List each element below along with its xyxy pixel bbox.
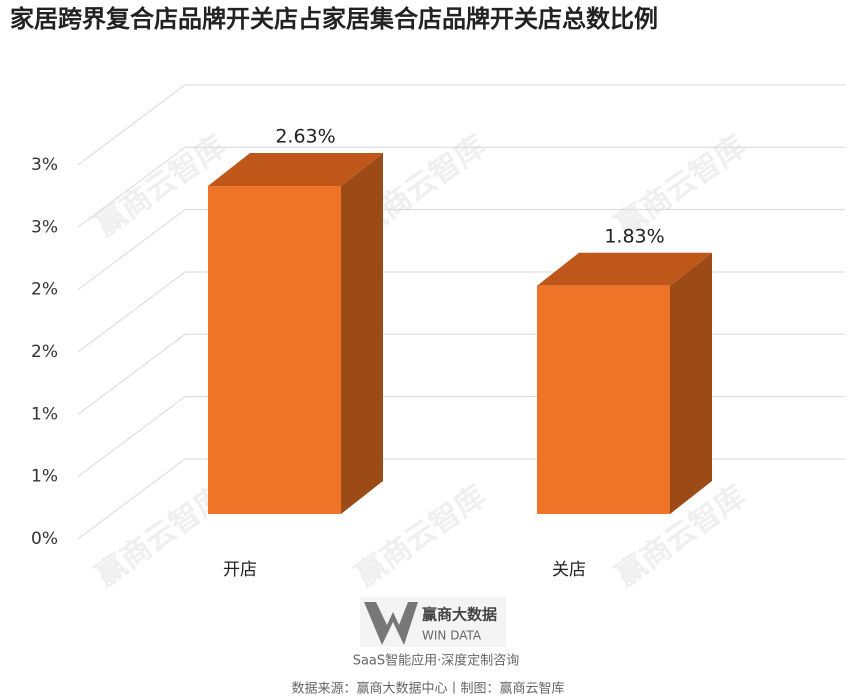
grid-line: [77, 396, 845, 478]
y-tick-label: 0%: [31, 529, 58, 549]
x-tick-label: 开店: [223, 560, 257, 580]
source: 数据来源：赢商大数据中心丨制图：赢商云智库: [291, 681, 564, 697]
y-tick-label: 1%: [31, 467, 58, 487]
y-tick-label: 1%: [31, 404, 58, 424]
grid-line: [77, 271, 845, 353]
value-label: 1.83%: [604, 225, 664, 247]
logo-slogan: SaaS智能应用·深度定制咨询: [353, 653, 520, 669]
logo: 赢商大数据 WIN DATA: [360, 597, 506, 647]
y-tick-label: 2%: [31, 280, 58, 300]
value-label: 2.63%: [275, 126, 335, 148]
y-tick-label: 3%: [31, 155, 58, 175]
logo-name: 赢商大数据: [422, 606, 497, 624]
x-tick-label: 关店: [552, 560, 586, 580]
y-tick-label: 2%: [31, 342, 58, 362]
grid-line: [77, 146, 845, 228]
grid-line: [77, 84, 845, 166]
chart-title: 家居跨界复合店品牌开关店占家居集合店品牌开关店总数比例: [10, 5, 658, 33]
grid-line: [77, 333, 845, 415]
bar: [208, 186, 341, 514]
logo-icon: [364, 602, 418, 645]
logo-sub: WIN DATA: [422, 629, 482, 643]
y-tick-label: 3%: [31, 217, 58, 237]
bar-top: [208, 153, 383, 187]
bar: [537, 285, 670, 514]
bar-side: [670, 252, 712, 514]
grid-line: [77, 209, 845, 291]
watermark: 赢商云智库: [349, 479, 492, 594]
bar-top: [537, 252, 712, 286]
bar-side: [341, 153, 383, 514]
